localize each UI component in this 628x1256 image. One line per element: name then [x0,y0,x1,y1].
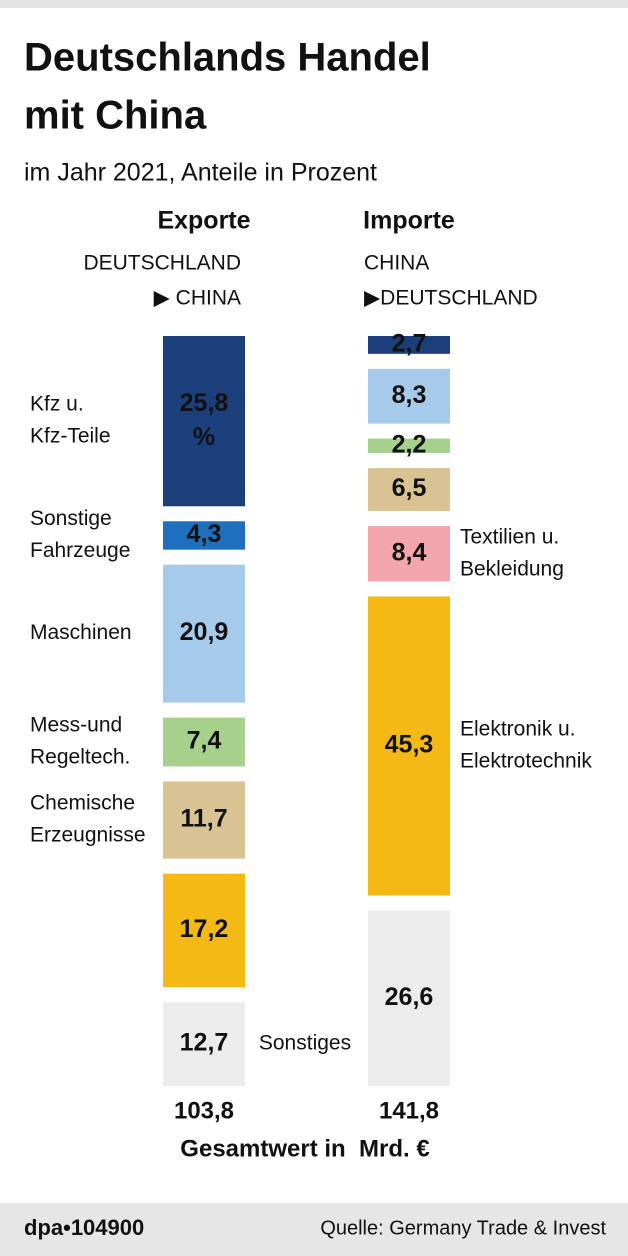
segment-label: Textilien u. [460,525,559,548]
bar-segment [163,336,245,507]
chart-title: mit China [24,94,207,138]
bar-segment [368,368,450,424]
bar-segment [163,564,245,703]
segment-label: Regeltech. [30,746,130,769]
series-name: Exporte [157,207,250,235]
bar-segment [368,336,450,354]
value-label: 4,3 [187,520,222,548]
source: Quelle: Germany Trade & Invest [320,1217,606,1239]
value-label: 26,6 [385,983,434,1011]
bar-segment [368,526,450,582]
segment-label: Mess-und [30,714,122,737]
value-label: 8,4 [392,538,427,566]
route-label: DEUTSCHLAND [83,252,241,275]
total-label: 141,8 [379,1097,439,1124]
value-label: 20,9 [180,618,229,646]
footer-bar [0,1203,628,1256]
total-caption: Gesamtwert in Mrd. € [180,1135,429,1162]
value-label: 8,3 [392,381,427,409]
bar-segment [163,1002,245,1086]
value-label: 11,7 [180,805,227,833]
route-label: ▶DEUTSCHLAND [364,287,538,310]
value-label: 6,5 [392,474,427,502]
value-label: 45,3 [385,731,434,759]
segment-label: Fahrzeuge [30,539,130,562]
series-name: Importe [363,207,455,235]
segment-label: Sonstige [30,507,112,530]
total-label: 103,8 [174,1097,234,1124]
segment-label: Erzeugnisse [30,824,146,847]
value-label: 12,7 [180,1029,229,1057]
bar-segment [163,521,245,550]
route-label: CHINA [364,252,429,275]
bar-segment [163,873,245,988]
segment-label: Sonstiges [259,1032,351,1055]
segment-label: Kfz-Teile [30,425,111,448]
value-label: 2,2 [392,430,427,458]
value-label: 25,8% [180,389,229,451]
segment-label: Chemische [30,792,135,815]
top-bar [0,0,628,8]
logo: dpa•104900 [24,1215,144,1240]
segment-label: Elektronik u. [460,717,576,740]
value-label: 7,4 [187,727,222,755]
segment-label: Elektrotechnik [460,749,592,772]
route-label: ▶ CHINA [154,287,241,310]
bar-segment [368,438,450,454]
value-label: 2,7 [392,330,427,358]
bar-segment [368,596,450,896]
bar-segment [163,781,245,859]
bar-segment [368,910,450,1086]
segment-label: Maschinen [30,621,132,644]
chart-subtitle: im Jahr 2021, Anteile in Prozent [24,159,377,187]
bar-segment [368,468,450,512]
value-label: 17,2 [180,915,229,943]
chart-title: Deutschlands Handel [24,36,431,80]
segment-label: Kfz u. [30,393,84,416]
bar-segment [163,717,245,767]
segment-label: Bekleidung [460,557,564,580]
